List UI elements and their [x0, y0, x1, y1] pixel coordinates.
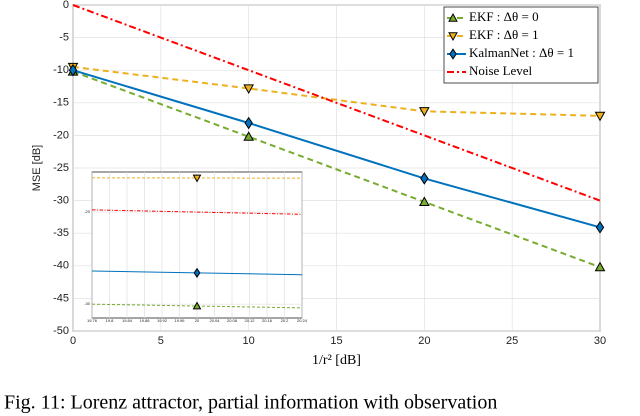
x-tick-label: 20.12 [244, 318, 255, 323]
marker [193, 267, 201, 278]
inset: 19.76 19.8 19.84 19.88 19.92 19.96 20 20.04 20.0… [84, 171, 308, 323]
marker [244, 116, 253, 130]
x-tick-label: 19.96 [174, 318, 185, 323]
y-tick-label: 0 [63, 0, 69, 11]
x-tick-label: 19.88 [139, 318, 150, 323]
y-tick-label: -30 [53, 195, 69, 207]
y-tick-label: -45 [53, 292, 69, 304]
legend-label: KalmanNet : Δθ = 1 [469, 45, 574, 60]
x-tick-label: 19.76 [87, 318, 98, 323]
series-line [91, 209, 303, 215]
x-tick-label: 15 [330, 335, 342, 347]
marker [594, 261, 606, 272]
x-axis-label: 1/r² [dB] [312, 353, 361, 368]
marker [595, 221, 605, 234]
marker [192, 301, 202, 310]
marker [68, 63, 78, 77]
y-tick-label: -50 [53, 325, 69, 337]
marker [418, 196, 430, 207]
legend: EKF : Δθ = 0 EKF : Δθ = 1 KalmanNet : Δθ =… [443, 6, 599, 84]
legend-label: Noise Level [469, 63, 533, 78]
x-tick-label: 20.2 [281, 318, 290, 323]
x-tick-label: 20 [418, 335, 430, 347]
marker [594, 111, 606, 122]
x-tick-label: 0 [70, 335, 76, 347]
y-axis-label: MSE [dB] [31, 145, 43, 191]
legend-box [443, 6, 599, 84]
x-tick-label: 20 [195, 318, 200, 323]
y-tick-label: -40 [53, 260, 69, 272]
x-tick-label: 19.92 [157, 318, 168, 323]
marker [192, 174, 202, 183]
y-tick-label: -5 [59, 32, 69, 44]
x-tick-label: 20.24 [297, 318, 308, 323]
series-line [72, 69, 601, 229]
legend-label: EKF : Δθ = 1 [469, 27, 539, 42]
x-tick-label: 20.08 [227, 318, 238, 323]
y-tick-label: -35 [53, 227, 69, 239]
x-tick-label: 19.8 [106, 318, 115, 323]
y-tick-label: -30 [84, 301, 91, 306]
x-tick-label: 5 [158, 335, 164, 347]
y-tick-label: -20 [84, 209, 91, 214]
marker [448, 12, 458, 22]
marker [418, 107, 430, 117]
y-tick-label: -20 [53, 129, 69, 141]
x-tick-label: 30 [594, 335, 606, 347]
caption: Fig. 11: Lorenz attractor, partial infor… [4, 392, 497, 414]
marker [243, 131, 255, 141]
series-line [72, 65, 601, 117]
series-line [72, 4, 601, 202]
x-tick-label: 20.16 [262, 318, 273, 323]
y-tick-label: -25 [53, 162, 69, 174]
x-tick-label: 20.04 [209, 318, 220, 323]
y-tick-label: -10 [53, 64, 69, 76]
series-line [72, 70, 601, 269]
x-tick-label: 19.84 [122, 318, 133, 323]
marker [243, 84, 255, 94]
y-tick-label: -15 [53, 97, 69, 109]
legend-label: EKF : Δθ = 0 [469, 9, 539, 24]
marker [420, 172, 429, 185]
x-tick-label: 25 [506, 335, 518, 347]
marker [448, 32, 458, 42]
marker [449, 48, 457, 60]
x-tick-label: 10 [243, 335, 255, 347]
